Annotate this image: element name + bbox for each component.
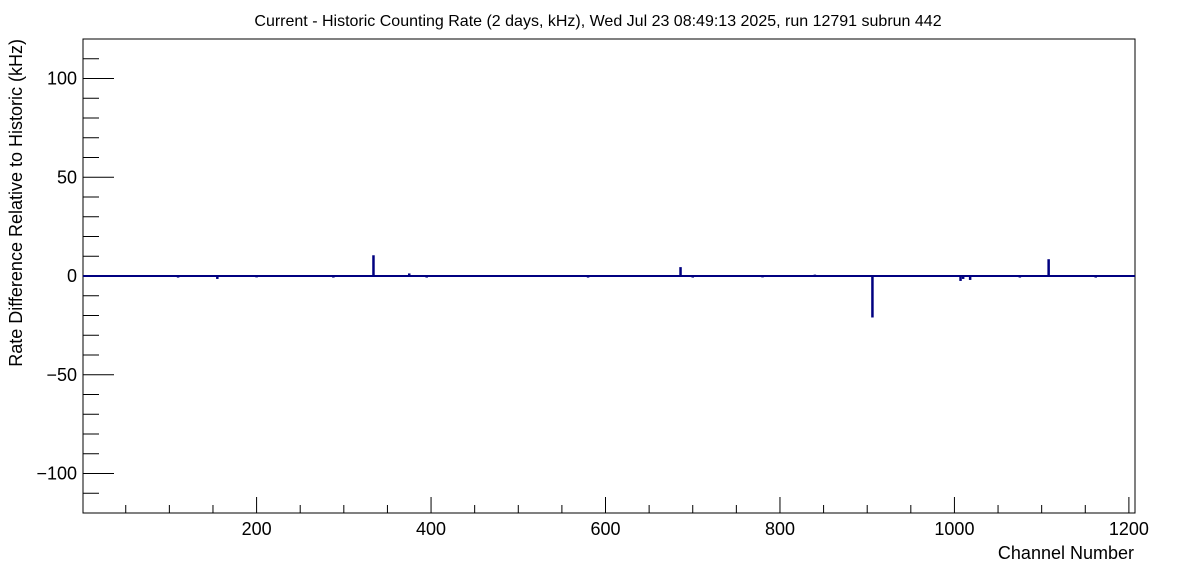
x-tick-label: 1200 [1109,519,1149,539]
x-tick-label: 800 [765,519,795,539]
x-tick-label: 600 [590,519,620,539]
y-tick-label: −50 [46,365,77,385]
y-tick-label: −100 [36,464,77,484]
x-tick-label: 1000 [934,519,974,539]
chart-title: Current - Historic Counting Rate (2 days… [254,13,941,30]
y-axis-label: Rate Difference Relative to Historic (kH… [6,39,26,367]
x-tick-label: 200 [242,519,272,539]
x-axis-label: Channel Number [998,543,1134,563]
x-axis: 200 400 600 800 1000 1200 [125,497,1149,539]
data-series [83,255,1135,318]
y-tick-label: 50 [57,167,77,187]
x-tick-label: 400 [416,519,446,539]
y-tick-label: 100 [47,69,77,89]
y-tick-label: 0 [67,266,77,286]
